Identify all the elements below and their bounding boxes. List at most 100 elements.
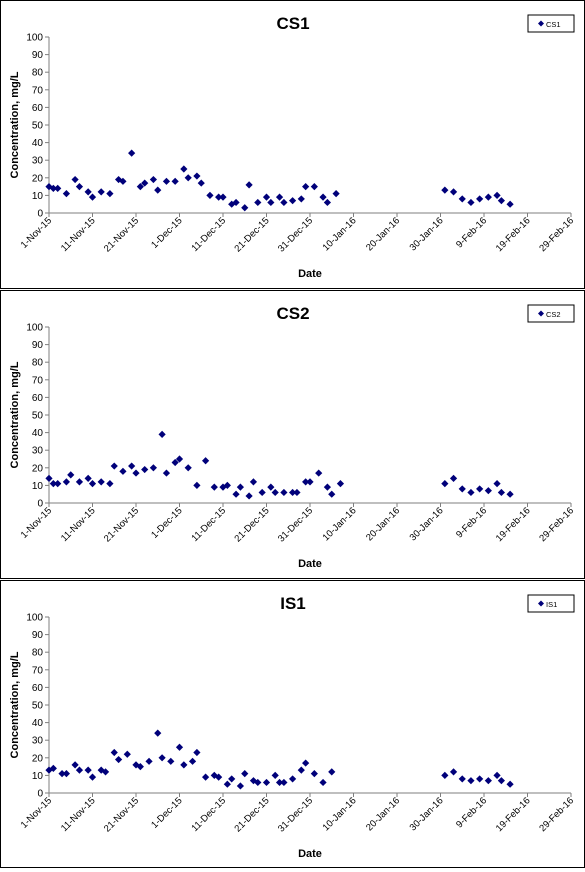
data-point [497,488,505,497]
x-tick-label: 11-Nov-15 [59,215,98,254]
data-point [184,464,192,472]
x-tick-label: 20-Jan-16 [364,505,402,543]
x-tick-label: 20-Jan-16 [364,215,402,253]
y-tick-label: 30 [32,156,44,167]
x-axis-title: Date [298,558,322,570]
data-point [319,193,327,201]
data-point [119,467,127,475]
data-point [193,172,201,180]
x-tick-label: 29-Feb-16 [537,795,576,834]
y-tick-label: 70 [32,375,44,386]
data-point [202,457,210,465]
data-point [323,198,331,207]
data-point [110,748,118,757]
data-point [310,183,318,191]
data-point [289,775,297,783]
data-point [193,748,201,757]
data-point [328,768,336,776]
x-tick-label: 21-Dec-15 [232,215,271,254]
x-tick-label: 11-Nov-15 [59,795,98,834]
legend-box [527,304,575,323]
data-point [449,188,458,196]
data-point [197,179,205,187]
y-tick-label: 10 [32,771,44,782]
data-point [223,780,231,788]
y-tick-label: 10 [32,191,44,202]
chart-panel-cs2: CS2 0 10 20 30 40 50 60 70 80 90 100 1-Nov-15 11-Nov-… [0,290,585,579]
y-tick-label: 0 [37,499,43,510]
data-point [62,478,70,486]
data-point [302,759,310,767]
data-point [84,766,92,774]
x-tick-label: 9-Feb-16 [454,215,489,250]
x-tick-label: 1-Dec-15 [149,795,184,830]
data-point [258,488,266,497]
data-point [158,430,166,438]
data-point [202,773,210,781]
data-point [293,488,301,497]
data-point [54,184,62,192]
x-axis-title: Date [298,848,322,860]
y-tick-label: 90 [32,340,44,351]
legend: CS1 [527,14,575,33]
data-point [132,469,140,477]
data-point [123,750,131,758]
x-tick-label: 11-Dec-15 [189,795,228,834]
data-point [476,195,484,203]
data-point [175,743,184,751]
data-point [88,480,97,488]
y-tick-label: 10 [32,481,44,492]
data-point [219,193,227,201]
data-point [136,183,144,191]
data-point [275,193,284,201]
data-point [241,204,249,212]
data-point [193,481,201,489]
data-point [245,492,253,500]
data-point [484,193,492,201]
x-tick-label: 11-Dec-15 [189,215,228,254]
x-tick-label: 1-Dec-15 [149,215,184,250]
legend-marker [538,600,544,607]
data-point [319,778,327,787]
x-tick-label: 19-Feb-16 [494,505,533,544]
data-point [302,183,310,191]
data-point [506,200,514,208]
data-point [254,198,262,207]
data-point [215,193,223,201]
data-point [280,778,288,787]
data-point [97,478,105,486]
data-point [484,777,492,785]
y-tick-label: 80 [32,648,44,659]
chart-panel-is1: IS1 0 10 20 30 40 50 60 70 80 90 100 1-Nov-15 11-Nov-… [0,580,585,868]
y-tick-label: 40 [32,718,44,729]
y-tick-label: 50 [32,121,44,132]
data-point [467,198,475,207]
data-point [171,177,179,185]
x-tick-label: 9-Feb-16 [454,505,489,540]
data-point [128,149,136,157]
data-point [493,191,501,199]
data-point [262,193,271,201]
y-axis-title: Concentration, mg/L [9,651,21,758]
y-tick-label: 100 [26,33,43,44]
x-tick-label: 21-Dec-15 [232,505,271,544]
data-point [210,483,218,491]
data-point [88,193,97,201]
y-tick-label: 40 [32,428,44,439]
data-point [228,775,236,783]
data-point [128,462,136,470]
x-tick-label: 10-Jan-16 [321,505,359,543]
x-tick-label: 29-Feb-16 [537,505,576,544]
data-point [62,190,70,198]
data-point [175,455,184,463]
y-tick-label: 30 [32,736,44,747]
data-point [328,490,336,498]
data-point [236,782,244,790]
data-point [280,488,288,497]
data-point [106,480,114,488]
data-point [167,757,175,765]
data-point [119,177,127,185]
data-point [110,462,118,470]
legend-label: CS1 [546,20,561,29]
x-tick-label: 10-Jan-16 [321,215,359,253]
